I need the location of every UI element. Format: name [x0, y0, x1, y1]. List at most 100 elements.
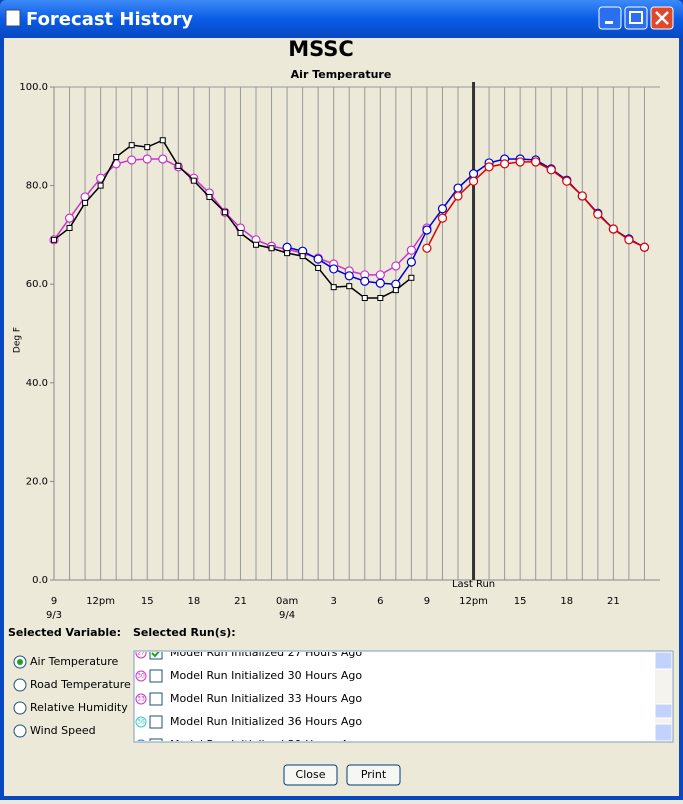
- y-tick-label: 20.0: [26, 476, 48, 487]
- checkbox[interactable]: [149, 715, 163, 729]
- data-point: [329, 264, 339, 274]
- run-badge: [135, 652, 147, 659]
- checkmark: [151, 652, 160, 658]
- title-bar: [0, 0, 683, 38]
- data-point: [315, 264, 322, 271]
- data-point: [453, 183, 463, 193]
- button-label[interactable]: Print: [361, 768, 387, 781]
- run-badge-text: 30: [137, 673, 145, 680]
- checkbox[interactable]: [149, 692, 163, 706]
- x-tick-label: 9: [424, 596, 430, 607]
- run-label[interactable]: Model Run Initialized 33 Hours Ago: [170, 692, 362, 705]
- run-label[interactable]: Model Run Initialized 36 Hours Ago: [170, 715, 362, 728]
- run-label[interactable]: Model Run Initialized 27 Hours Ago: [170, 646, 362, 659]
- last-run-label: Last Run: [452, 579, 495, 590]
- data-point: [375, 278, 385, 288]
- data-point: [406, 257, 416, 267]
- maximize-icon: [629, 11, 643, 24]
- run-badge-text: 36: [137, 719, 145, 726]
- runs-items: 27 Model Run Initialized 27 Hours Ago 30 Mo…: [135, 646, 362, 751]
- radio-button[interactable]: [13, 678, 27, 692]
- data-point: [422, 225, 432, 235]
- runs-heading: Selected Run(s):: [133, 626, 236, 639]
- x-tick-label: 12pm: [459, 596, 488, 607]
- run-badge: [137, 739, 145, 741]
- button-label[interactable]: Close: [296, 768, 326, 781]
- scroll-down[interactable]: [654, 723, 673, 742]
- chart-title: MSSC: [288, 37, 354, 61]
- scrollbar[interactable]: [655, 652, 672, 741]
- run-label[interactable]: Model Run Initialized 39 Hours Ago: [170, 738, 362, 751]
- run-badge-text: 27: [137, 650, 145, 657]
- run-badge-text: 33: [137, 696, 145, 703]
- data-point: [361, 295, 368, 302]
- scroll-up[interactable]: [654, 651, 673, 670]
- data-point: [531, 157, 541, 167]
- scroll-thumb[interactable]: [654, 703, 673, 719]
- x-tick-label: 0am: [276, 596, 298, 607]
- run-label[interactable]: Model Run Initialized 30 Hours Ago: [170, 669, 362, 682]
- data-point: [500, 159, 510, 169]
- data-point: [158, 154, 168, 164]
- data-point: [422, 243, 432, 253]
- radio-button[interactable]: [13, 701, 27, 715]
- data-point: [437, 204, 448, 214]
- data-point: [66, 224, 73, 231]
- y-tick-label: 100.0: [19, 82, 48, 93]
- x-tick-label: 18: [560, 596, 573, 607]
- data-point: [113, 154, 120, 161]
- run-badge: [135, 670, 147, 682]
- data-point: [268, 245, 275, 252]
- x-date-label: 9/3: [46, 610, 62, 621]
- data-point: [562, 176, 572, 186]
- x-tick-label: 9: [51, 596, 57, 607]
- data-point: [159, 137, 166, 144]
- data-point: [408, 274, 415, 281]
- maximize-button[interactable]: [624, 6, 648, 30]
- chart-subtitle: Air Temperature: [291, 68, 392, 81]
- checkbox[interactable]: [149, 738, 163, 751]
- data-point: [142, 154, 152, 164]
- run-badge: [135, 716, 147, 728]
- data-point: [392, 287, 399, 294]
- radio-button[interactable]: [13, 724, 27, 738]
- data-point: [515, 157, 525, 167]
- checkbox[interactable]: [149, 669, 163, 683]
- minimize-button[interactable]: [598, 6, 622, 30]
- data-point: [593, 209, 603, 219]
- y-tick-label: 60.0: [26, 279, 48, 290]
- data-point: [391, 261, 401, 271]
- data-point: [313, 254, 323, 264]
- button[interactable]: [283, 764, 338, 786]
- data-point: [484, 162, 494, 172]
- radio-dot: [17, 659, 23, 665]
- data-point: [284, 250, 291, 257]
- data-point: [406, 245, 416, 255]
- y-tick-label: 40.0: [26, 378, 48, 389]
- data-point: [127, 155, 137, 165]
- radio-label: Road Temperature: [30, 678, 131, 691]
- data-point: [144, 144, 151, 151]
- minimize-icon: [605, 21, 613, 24]
- button[interactable]: [346, 764, 401, 786]
- data-point: [624, 235, 634, 245]
- data-point: [453, 191, 463, 201]
- x-tick-label: 21: [234, 596, 247, 607]
- data-point: [82, 199, 89, 206]
- radio-label: Relative Humidity: [30, 701, 128, 714]
- runs-list: [133, 650, 674, 743]
- data-point: [577, 191, 587, 201]
- data-point: [221, 209, 228, 216]
- data-point: [237, 229, 244, 236]
- data-point: [437, 213, 448, 223]
- data-point: [190, 177, 197, 184]
- x-tick-label: 21: [607, 596, 620, 607]
- plot-area: 0.0 20.0 40.0 60.0 80.0 100.0 9 9/3 12pm 15 18 21 0a…: [19, 82, 660, 621]
- close-icon: [655, 11, 669, 25]
- variable-heading: Selected Variable:: [8, 626, 121, 639]
- y-tick-label: 0.0: [32, 575, 48, 586]
- radio-label: Wind Speed: [30, 724, 96, 737]
- data-point: [608, 224, 618, 234]
- x-tick-label: 12pm: [86, 596, 115, 607]
- radio-label: Air Temperature: [30, 655, 119, 668]
